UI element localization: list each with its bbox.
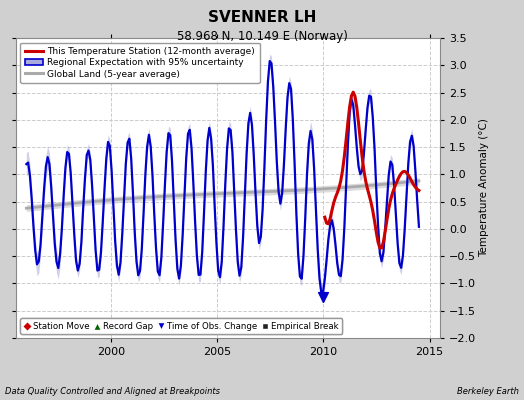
- Text: 58.968 N, 10.149 E (Norway): 58.968 N, 10.149 E (Norway): [177, 30, 347, 43]
- Y-axis label: Temperature Anomaly (°C): Temperature Anomaly (°C): [479, 118, 489, 258]
- Text: Berkeley Earth: Berkeley Earth: [457, 387, 519, 396]
- Text: Data Quality Controlled and Aligned at Breakpoints: Data Quality Controlled and Aligned at B…: [5, 387, 220, 396]
- Legend: Station Move, Record Gap, Time of Obs. Change, Empirical Break: Station Move, Record Gap, Time of Obs. C…: [20, 318, 342, 334]
- Text: SVENNER LH: SVENNER LH: [208, 10, 316, 25]
- Point: [319, 294, 328, 300]
